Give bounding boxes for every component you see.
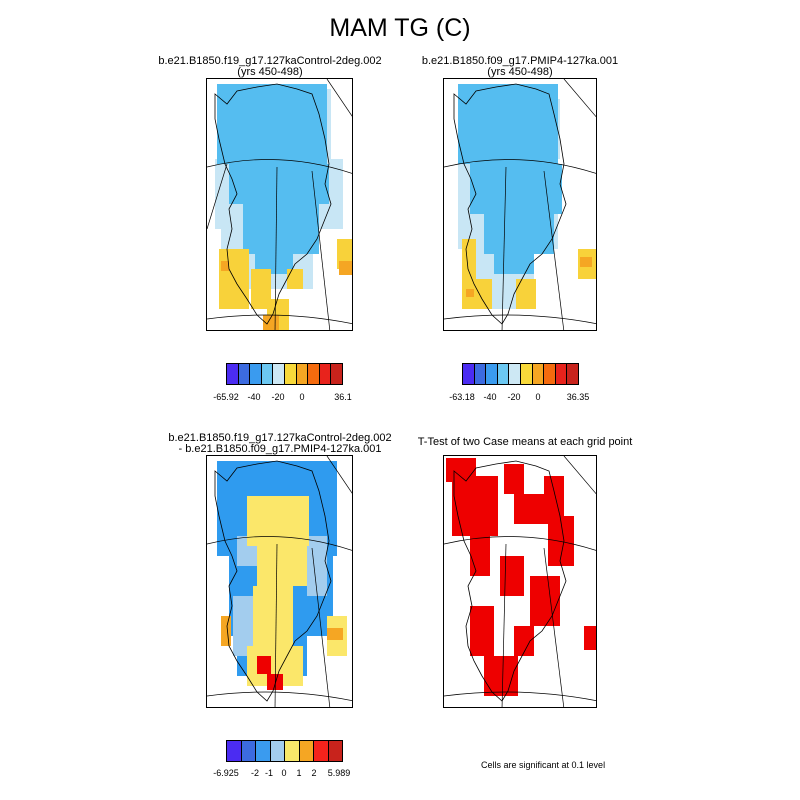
colorbar-pmip4-label-2: -40 xyxy=(483,392,497,402)
cb2-swatch xyxy=(532,364,545,384)
colorbar-control-label-3: -20 xyxy=(271,392,285,402)
cb1-swatch xyxy=(284,364,297,384)
cb2-swatch xyxy=(509,364,521,384)
cb3-swatch xyxy=(285,741,300,761)
colorbar-pmip4-label-max: 36.35 xyxy=(566,392,590,402)
cb2-swatch xyxy=(497,364,510,384)
cb1-swatch xyxy=(331,364,342,384)
coastline xyxy=(453,83,567,325)
cb1-swatch xyxy=(238,364,251,384)
coastline xyxy=(214,83,332,325)
map-panel-ttest xyxy=(443,455,597,708)
panel2-title-line2: (yrs 450-498) xyxy=(487,66,553,78)
panel4-title: T-Test of two Case means at each grid po… xyxy=(400,437,650,448)
cb2-swatch xyxy=(567,364,578,384)
cb2-swatch xyxy=(486,364,498,384)
map-control-svg xyxy=(207,79,352,330)
panel3-title-line1: b.e21.B1850.f19_g17.127kaControl-2deg.00… xyxy=(168,432,392,444)
colorbar-difference-label-6: 2 xyxy=(311,768,317,778)
field-orange xyxy=(466,257,592,297)
colorbar-difference-label-3: -1 xyxy=(264,768,274,778)
cb3-swatch xyxy=(270,741,285,761)
cb2-swatch xyxy=(474,364,487,384)
colorbar-pmip4 xyxy=(462,363,579,385)
map-gridlines xyxy=(444,79,596,330)
panel3-title-line2: - b.e21.B1850.f09_g17.PMIP4-127ka.001 xyxy=(178,443,382,455)
field-significant xyxy=(446,458,596,696)
map-difference-svg xyxy=(207,456,352,707)
cb1-swatch xyxy=(261,364,274,384)
cb1-swatch xyxy=(273,364,285,384)
coastline xyxy=(214,460,332,702)
colorbar-difference-label-min: -6.925 xyxy=(213,768,239,778)
cb3-swatch xyxy=(328,741,342,761)
figure-title: MAM TG (C) xyxy=(329,14,471,42)
panel4-title-line1: T-Test of two Case means at each grid po… xyxy=(417,436,633,448)
significance-note: Cells are significant at 0.1 level xyxy=(481,760,606,770)
cb3-swatch xyxy=(256,741,271,761)
cb2-swatch xyxy=(463,364,475,384)
colorbar-control-label-min: -65.92 xyxy=(213,392,239,402)
cb3-swatch xyxy=(299,741,314,761)
cb1-swatch xyxy=(319,364,332,384)
colorbar-pmip4-label-min: -63.18 xyxy=(449,392,475,402)
field-ice-blue xyxy=(217,84,329,274)
colorbar-difference xyxy=(226,740,343,762)
panel1-title: b.e21.B1850.f19_g17.127kaControl-2deg.00… xyxy=(150,56,390,78)
panel3-title: b.e21.B1850.f19_g17.127kaControl-2deg.00… xyxy=(150,433,410,455)
map-panel-difference xyxy=(206,455,353,708)
colorbar-control-label-4: 0 xyxy=(299,392,305,402)
cb1-swatch xyxy=(250,364,262,384)
cb2-swatch xyxy=(544,364,556,384)
colorbar-difference-label-2: -2 xyxy=(250,768,260,778)
panel2-title-line1: b.e21.B1850.f09_g17.PMIP4-127ka.001 xyxy=(421,55,619,67)
map-panel-control xyxy=(206,78,353,331)
cb1-swatch xyxy=(296,364,309,384)
map-gridlines xyxy=(444,456,596,707)
colorbar-difference-label-5: 1 xyxy=(296,768,302,778)
cb2-swatch xyxy=(555,364,568,384)
map-ttest-svg xyxy=(444,456,596,707)
map-gridlines xyxy=(207,79,352,330)
colorbar-control-label-2: -40 xyxy=(247,392,261,402)
panel1-title-line2: (yrs 450-498) xyxy=(237,66,303,78)
field-orange xyxy=(221,616,343,646)
panel1-title-line1: b.e21.B1850.f19_g17.127kaControl-2deg.00… xyxy=(158,55,382,67)
field-ice-blue xyxy=(458,84,562,274)
colorbar-pmip4-label-3: -20 xyxy=(507,392,521,402)
cb3-swatch xyxy=(227,741,242,761)
colorbar-difference-label-4: 0 xyxy=(281,768,287,778)
map-pmip4-svg xyxy=(444,79,596,330)
colorbar-pmip4-label-4: 0 xyxy=(535,392,541,402)
cb1-swatch xyxy=(308,364,320,384)
map-panel-pmip4 xyxy=(443,78,597,331)
colorbar-control xyxy=(226,363,343,385)
colorbar-control-label-max: 36.1 xyxy=(334,392,352,402)
colorbar-difference-label-max: 5.989 xyxy=(327,768,351,778)
cb2-swatch xyxy=(520,364,533,384)
cb1-swatch xyxy=(227,364,239,384)
cb3-swatch xyxy=(314,741,329,761)
map-gridlines xyxy=(207,456,352,707)
panel2-title: b.e21.B1850.f09_g17.PMIP4-127ka.001 (yrs… xyxy=(400,56,640,78)
coastline xyxy=(453,460,567,702)
cb3-swatch xyxy=(241,741,256,761)
